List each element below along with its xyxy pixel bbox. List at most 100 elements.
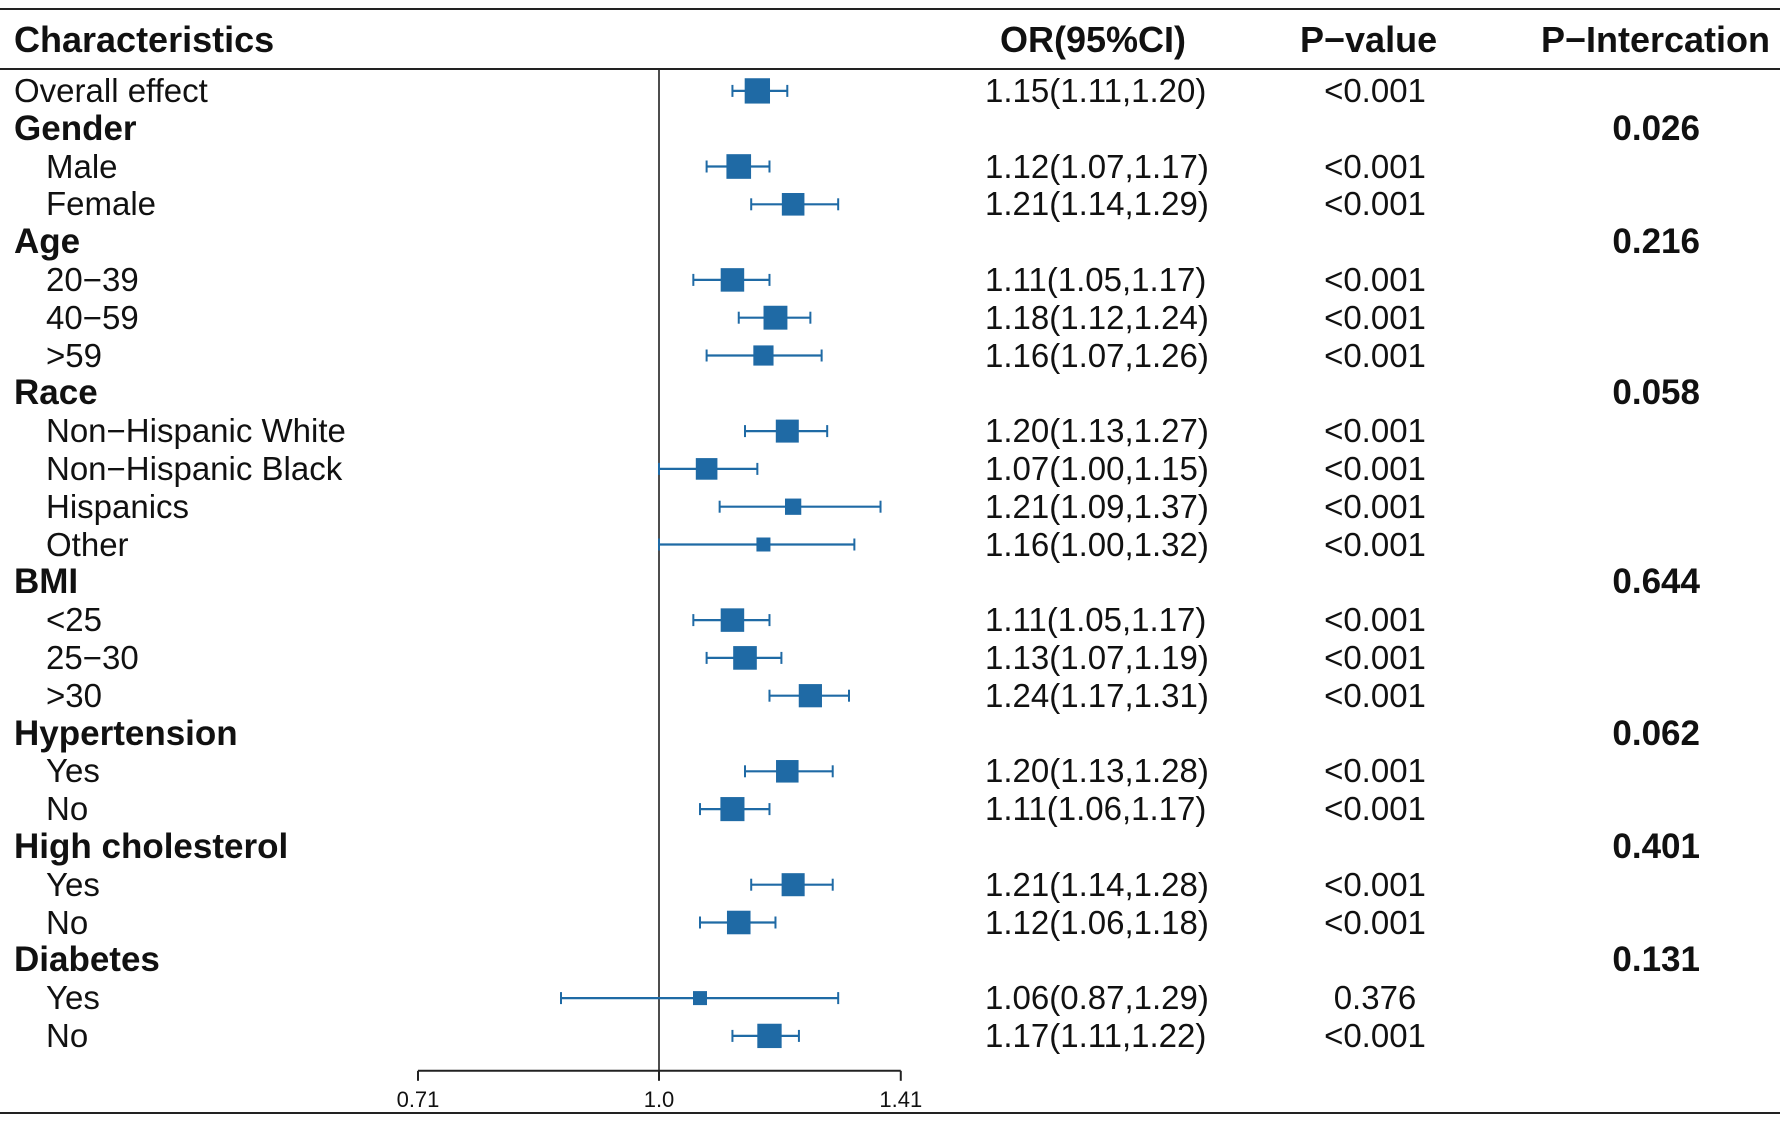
group-row: High cholesterol 0.401 bbox=[0, 828, 1780, 866]
header-rule bbox=[0, 68, 1780, 70]
or-ci-value: 1.15(1.11,1.20) bbox=[985, 72, 1207, 109]
point-estimate-marker bbox=[720, 268, 745, 292]
or-ci-value: 1.12(1.06,1.18) bbox=[985, 903, 1209, 941]
table-row: Overall effect 1.15(1.11,1.20) <0.001 bbox=[0, 72, 1780, 110]
p-value: <0.001 bbox=[1324, 298, 1426, 336]
group-row: Race 0.058 bbox=[0, 374, 1780, 412]
header-characteristics: Characteristics bbox=[14, 19, 275, 60]
header-pvalue: P−value bbox=[1300, 19, 1438, 60]
table-row: No 1.12(1.06,1.18) <0.001 bbox=[0, 904, 1780, 942]
group-row: Age 0.216 bbox=[0, 223, 1780, 261]
row-label: 25−30 bbox=[46, 639, 139, 676]
point-estimate-marker bbox=[775, 419, 799, 443]
group-label: Race bbox=[14, 373, 98, 413]
top-rule bbox=[0, 8, 1780, 10]
or-ci-value: 1.06(0.87,1.29) bbox=[985, 979, 1209, 1017]
x-tick-label: 1.41 bbox=[879, 1087, 922, 1112]
or-ci-value: 1.11(1.06,1.17) bbox=[985, 790, 1207, 828]
or-ci-value: 1.17(1.11,1.22) bbox=[985, 1017, 1207, 1054]
point-estimate-marker bbox=[744, 78, 771, 104]
or-ci-value: 1.16(1.00,1.32) bbox=[985, 525, 1209, 563]
row-label: Overall effect bbox=[14, 72, 208, 109]
row-label: Female bbox=[46, 185, 157, 223]
p-value: <0.001 bbox=[1324, 865, 1426, 903]
point-estimate-marker bbox=[753, 345, 774, 366]
p-value: <0.001 bbox=[1324, 185, 1426, 223]
p-value: <0.001 bbox=[1324, 72, 1426, 109]
group-row: Gender 0.026 bbox=[0, 109, 1780, 148]
p-value: <0.001 bbox=[1324, 261, 1426, 298]
header-pinteraction: P−Intercation bbox=[1540, 19, 1770, 60]
p-value: <0.001 bbox=[1324, 601, 1426, 639]
row-label: <25 bbox=[46, 601, 102, 639]
group-row: Hypertension 0.062 bbox=[0, 713, 1780, 753]
row-label: Yes bbox=[46, 865, 100, 903]
row-label: Non−Hispanic White bbox=[46, 412, 346, 450]
group-label: High cholesterol bbox=[14, 827, 289, 866]
table-row: <25 1.11(1.05,1.17) <0.001 bbox=[0, 601, 1780, 639]
group-label: BMI bbox=[14, 562, 79, 602]
x-tick-label: 1.0 bbox=[644, 1087, 675, 1112]
table-row: Non−Hispanic White 1.20(1.13,1.27) <0.001 bbox=[0, 412, 1780, 450]
point-estimate-marker bbox=[756, 537, 771, 552]
table-row: Hispanics 1.21(1.09,1.37) <0.001 bbox=[0, 488, 1780, 526]
p-value: <0.001 bbox=[1324, 487, 1426, 525]
row-label: 40−59 bbox=[46, 298, 139, 336]
or-ci-value: 1.12(1.07,1.17) bbox=[985, 147, 1209, 185]
point-estimate-marker bbox=[757, 1023, 782, 1049]
or-ci-value: 1.11(1.05,1.17) bbox=[985, 261, 1207, 298]
table-row: Female 1.21(1.14,1.29) <0.001 bbox=[0, 185, 1780, 223]
table-row: >59 1.16(1.07,1.26) <0.001 bbox=[0, 337, 1780, 375]
table-row: Other 1.16(1.00,1.32) <0.001 bbox=[0, 526, 1780, 564]
point-estimate-marker bbox=[726, 910, 751, 935]
p-interaction: 0.131 bbox=[1612, 940, 1700, 980]
or-ci-value: 1.18(1.12,1.24) bbox=[985, 298, 1209, 336]
p-value: <0.001 bbox=[1324, 525, 1426, 563]
p-interaction: 0.644 bbox=[1612, 562, 1700, 602]
or-ci-value: 1.16(1.07,1.26) bbox=[985, 336, 1209, 374]
p-interaction: 0.216 bbox=[1612, 222, 1700, 262]
p-value: <0.001 bbox=[1324, 450, 1426, 487]
table-row: Yes 1.20(1.13,1.28) <0.001 bbox=[0, 752, 1780, 790]
p-value: <0.001 bbox=[1324, 147, 1426, 185]
row-label: Male bbox=[46, 147, 118, 185]
group-label: Diabetes bbox=[14, 940, 160, 980]
table-row: No 1.11(1.06,1.17) <0.001 bbox=[0, 790, 1780, 828]
p-value: <0.001 bbox=[1324, 1017, 1426, 1054]
p-value: <0.001 bbox=[1324, 639, 1426, 676]
row-label: Non−Hispanic Black bbox=[46, 450, 343, 487]
header-or: OR(95%CI) bbox=[1000, 19, 1187, 60]
row-label: No bbox=[46, 790, 89, 828]
table-row: Yes 1.21(1.14,1.28) <0.001 bbox=[0, 866, 1780, 904]
or-ci-value: 1.21(1.14,1.29) bbox=[985, 185, 1209, 223]
p-value: <0.001 bbox=[1324, 790, 1426, 828]
or-ci-value: 1.20(1.13,1.27) bbox=[985, 412, 1209, 450]
p-value: <0.001 bbox=[1324, 412, 1426, 450]
or-ci-value: 1.21(1.09,1.37) bbox=[985, 487, 1209, 525]
or-ci-value: 1.13(1.07,1.19) bbox=[985, 639, 1209, 676]
point-estimate-marker bbox=[720, 797, 745, 822]
or-ci-value: 1.24(1.17,1.31) bbox=[985, 676, 1209, 714]
p-value: <0.001 bbox=[1324, 903, 1426, 941]
group-label: Hypertension bbox=[14, 713, 238, 753]
point-estimate-marker bbox=[781, 193, 805, 216]
p-interaction: 0.401 bbox=[1612, 827, 1700, 866]
point-estimate-marker bbox=[695, 458, 718, 480]
table-row: Yes 1.06(0.87,1.29) 0.376 bbox=[0, 979, 1780, 1017]
or-ci-value: 1.11(1.05,1.17) bbox=[985, 601, 1207, 639]
p-value: 0.376 bbox=[1333, 979, 1417, 1017]
row-label: Hispanics bbox=[46, 487, 190, 525]
p-interaction: 0.058 bbox=[1612, 373, 1700, 413]
row-label: No bbox=[46, 1017, 89, 1054]
table-row: 20−39 1.11(1.05,1.17) <0.001 bbox=[0, 261, 1780, 299]
point-estimate-marker bbox=[776, 760, 799, 783]
bottom-rule bbox=[0, 1112, 1780, 1114]
table-row: Non−Hispanic Black 1.07(1.00,1.15) <0.001 bbox=[0, 450, 1780, 488]
point-estimate-marker bbox=[720, 608, 745, 632]
row-label: >30 bbox=[46, 676, 102, 714]
point-estimate-marker bbox=[781, 873, 805, 897]
table-row: No 1.17(1.11,1.22) <0.001 bbox=[0, 1017, 1780, 1055]
or-ci-value: 1.20(1.13,1.28) bbox=[985, 752, 1209, 790]
row-label: Yes bbox=[46, 979, 100, 1017]
